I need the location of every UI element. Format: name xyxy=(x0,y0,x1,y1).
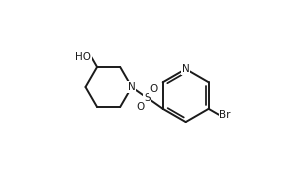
Text: HO: HO xyxy=(75,52,91,62)
Text: S: S xyxy=(144,93,151,103)
Text: O: O xyxy=(149,84,158,94)
Text: N: N xyxy=(128,82,136,92)
Text: O: O xyxy=(137,102,145,112)
Text: Br: Br xyxy=(219,110,231,120)
Text: N: N xyxy=(182,64,189,74)
